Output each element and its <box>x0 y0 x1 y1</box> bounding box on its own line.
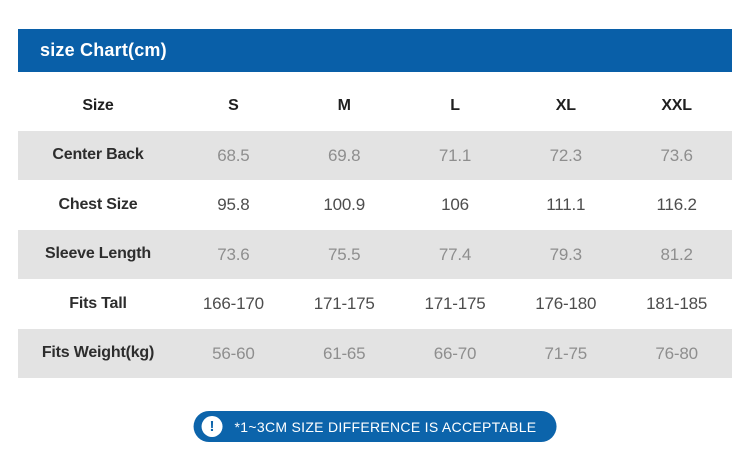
table-header-row: Size S M L XL XXL <box>18 81 732 131</box>
page-title: size Chart(cm) <box>40 40 167 60</box>
cell-value: 66-70 <box>433 343 477 363</box>
column-header-xxl: XXL <box>661 96 692 114</box>
cell-value: 76-80 <box>655 343 698 363</box>
row-label: Chest Size <box>58 195 138 213</box>
cell-value: 73.6 <box>217 244 250 264</box>
cell-value: 79.3 <box>549 244 582 264</box>
row-label: Fits Tall <box>69 294 127 312</box>
column-header-size: Size <box>82 96 114 114</box>
cell-value: 106 <box>441 195 469 215</box>
table-row-fits-weight: Fits Weight(kg) 56-60 61-65 66-70 71-75 … <box>18 328 732 378</box>
cell-value: 56-60 <box>212 343 255 363</box>
cell-value: 116.2 <box>656 195 697 215</box>
cell-value: 111.1 <box>546 195 586 215</box>
column-header-xl: XL <box>555 96 576 114</box>
cell-value: 171-175 <box>424 294 486 314</box>
tolerance-note-text: *1~3CM SIZE DIFFERENCE IS ACCEPTABLE <box>234 418 537 435</box>
cell-value: 166-170 <box>202 294 264 314</box>
cell-value: 61-65 <box>322 343 366 363</box>
cell-value: 95.8 <box>217 195 250 215</box>
column-header-l: L <box>450 96 460 114</box>
row-label: Fits Weight(kg) <box>41 344 155 362</box>
cell-value: 171-175 <box>313 294 375 314</box>
size-chart-header-bar: size Chart(cm) <box>18 29 732 72</box>
cell-value: 73.6 <box>660 145 693 165</box>
row-label: Sleeve Length <box>45 245 151 263</box>
tolerance-note-badge: ! *1~3CM SIZE DIFFERENCE IS ACCEPTABLE <box>193 411 557 442</box>
table-row-center-back: Center Back 68.5 69.8 71.1 72.3 73.6 <box>18 130 732 180</box>
table-row-fits-tall: Fits Tall 166-170 171-175 171-175 176-18… <box>18 279 732 329</box>
cell-value: 77.4 <box>438 244 472 264</box>
cell-value: 72.3 <box>549 145 582 165</box>
cell-value: 71-75 <box>544 343 588 363</box>
cell-value: 81.2 <box>660 244 693 264</box>
cell-value: 100.9 <box>323 195 365 215</box>
cell-value: 71.1 <box>438 145 472 165</box>
column-header-m: M <box>337 96 351 114</box>
cell-value: 75.5 <box>328 244 361 264</box>
exclamation-icon: ! <box>201 416 223 437</box>
cell-value: 176-180 <box>535 294 597 314</box>
size-table: Size S M L XL XXL Center Back 68.5 69.8 … <box>18 81 732 378</box>
cell-value: 69.8 <box>328 145 361 165</box>
column-header-s: S <box>228 96 239 114</box>
table-row-sleeve-length: Sleeve Length 73.6 75.5 77.4 79.3 81.2 <box>18 229 732 279</box>
cell-value: 181-185 <box>646 294 708 314</box>
table-row-chest-size: Chest Size 95.8 100.9 106 111.1 116.2 <box>18 180 732 230</box>
cell-value: 68.5 <box>217 145 250 165</box>
row-label: Center Back <box>52 146 144 164</box>
